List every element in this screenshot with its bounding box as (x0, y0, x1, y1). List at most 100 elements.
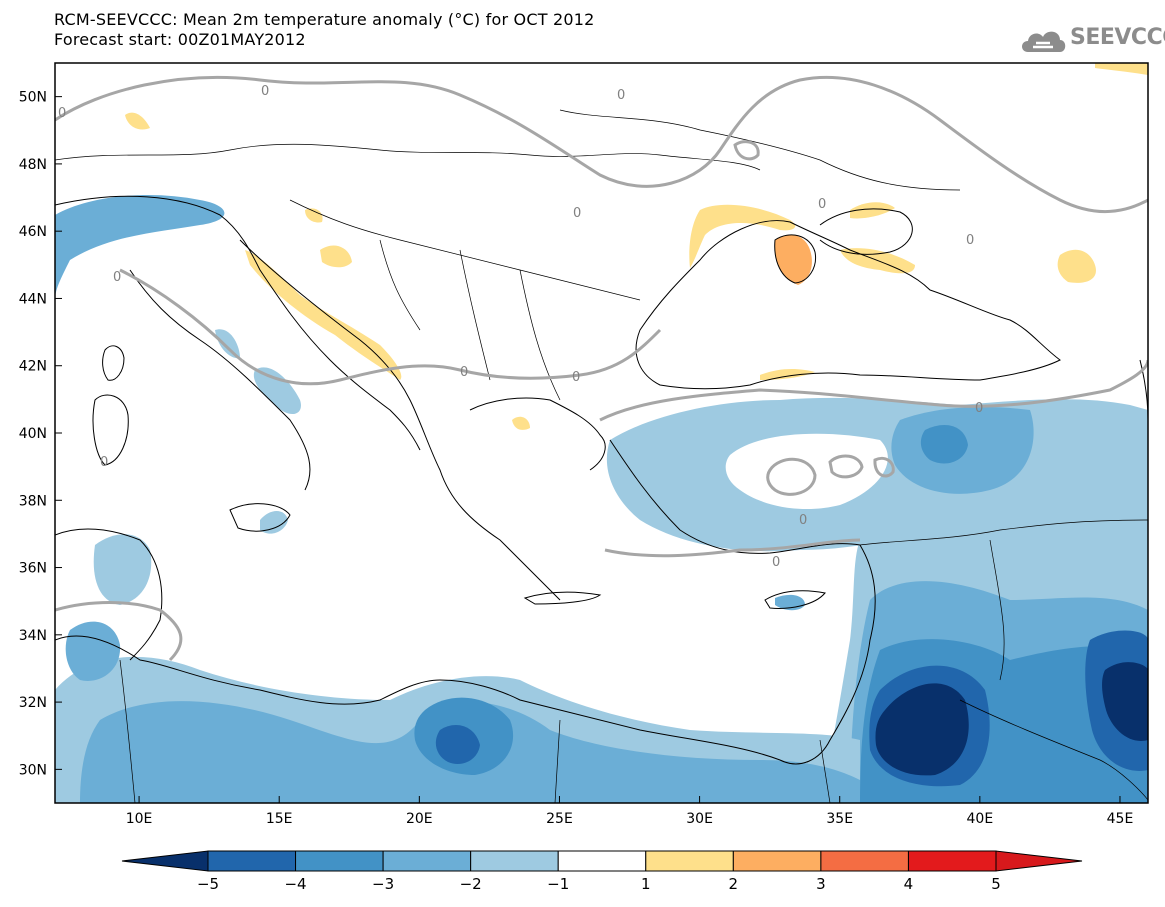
colorbar-arrow-low (121, 850, 209, 872)
anomaly-area-greece-north (512, 416, 530, 430)
contour-label: 0 (572, 370, 580, 385)
y-tick-label: 44N (19, 291, 47, 307)
contour-label: 0 (617, 88, 625, 103)
contour-label: 0 (573, 206, 581, 221)
coastline-crete (523, 591, 602, 605)
contour-label: 0 (975, 401, 983, 416)
forecast-start-label: Forecast start: 00Z01MAY2012 (54, 30, 306, 49)
zero-contour-loop-4 (733, 140, 760, 161)
anomaly-area-northeast-corner (1095, 63, 1148, 75)
y-tick-label: 40N (19, 426, 47, 442)
x-tick-label: 45E (1107, 811, 1134, 827)
y-tick-label: 42N (19, 359, 47, 375)
borders-balkans (289, 199, 641, 401)
x-tick-label: 40E (967, 811, 994, 827)
cloud-icon (1022, 31, 1066, 52)
colorbar-segment (820, 850, 909, 872)
anomaly-area-anatolia-east-core (920, 425, 968, 464)
y-tick-label: 34N (19, 628, 47, 644)
colorbar-label: −3 (372, 875, 394, 893)
coastline-balkans (239, 239, 561, 601)
anomaly-area-italy (253, 367, 301, 415)
colorbar-arrow-high (995, 850, 1083, 872)
colorbar: −5 −4 −3 −2 −1 1 2 3 4 5 (121, 850, 1083, 893)
coastline-black-sea (635, 220, 1061, 390)
contour-label: 0 (100, 455, 108, 470)
colorbar-label: 3 (816, 875, 826, 893)
anomaly-area-slovenia (305, 208, 323, 223)
colorbar-label: 2 (729, 875, 739, 893)
colorbar-label: −2 (460, 875, 482, 893)
contour-labels: 0 0 0 0 0 0 0 0 0 0 0 0 0 (58, 84, 983, 570)
contour-label: 0 (261, 84, 269, 99)
coastline-sicily (229, 503, 291, 532)
borders-north-africa (119, 659, 831, 803)
zero-contour-loop-1 (766, 457, 817, 496)
coastline-italy-adriatic (55, 195, 421, 451)
borders (55, 109, 1148, 803)
anomaly-fields (55, 63, 1148, 803)
colorbar-segment (645, 850, 734, 872)
colorbar-segment (907, 850, 997, 872)
y-axis: 50N 48N 46N 44N 42N 40N 38N 36N 34N 32N 30N (19, 90, 62, 778)
coastline-sardinia (92, 394, 129, 466)
colorbar-segment (470, 850, 559, 872)
coastline-azov (819, 208, 913, 255)
x-tick-label: 20E (406, 811, 433, 827)
borders-ukraine (559, 109, 961, 191)
anomaly-area-italy-2 (215, 329, 240, 359)
colorbar-segment (207, 850, 297, 872)
anomaly-area-turkey-coast (760, 368, 815, 380)
anomaly-area-russia-east (1057, 249, 1096, 283)
y-tick-label: 48N (19, 157, 47, 173)
coastline-north-africa (55, 635, 781, 761)
borders-central-europe (55, 143, 761, 171)
contour-label: 0 (799, 513, 807, 528)
zero-contour-africa (55, 601, 183, 662)
zero-contour-anatolia (599, 359, 1148, 422)
coastline-corsica (102, 345, 125, 381)
x-tick-label: 15E (266, 811, 293, 827)
coastline-greece-aegean (469, 397, 606, 471)
y-tick-label: 32N (19, 695, 47, 711)
contour-label: 0 (113, 270, 121, 285)
anomaly-area-crimea (775, 234, 812, 285)
anomaly-area-alps (55, 195, 225, 300)
coastline-cyprus (764, 590, 826, 609)
seevccc-logo: SEEVCCC (1018, 22, 1165, 58)
anomaly-area-jordan-core (875, 683, 969, 776)
zero-contour-loop-3 (873, 456, 895, 478)
coastline-italy-tyrrhenian (129, 269, 311, 491)
x-tick-label: 35E (826, 811, 853, 827)
logo-text: SEEVCCC (1070, 25, 1165, 50)
y-tick-label: 38N (19, 493, 47, 509)
anomaly-area-anatolia-white (725, 433, 888, 510)
coastline-anatolia-south (609, 439, 861, 554)
colorbar-label: 1 (641, 875, 651, 893)
y-tick-label: 36N (19, 561, 47, 577)
anomaly-area-croatia-inland (320, 245, 352, 268)
colorbar-label: 5 (991, 875, 1001, 893)
colorbar-label: 4 (904, 875, 914, 893)
coastline-crimea (774, 234, 817, 284)
map-title-block: RCM-SEEVCCC: Mean 2m temperature anomaly… (54, 10, 594, 50)
map-title: RCM-SEEVCCC: Mean 2m temperature anomaly… (54, 10, 595, 29)
y-tick-label: 46N (19, 224, 47, 240)
contour-label: 0 (460, 365, 468, 380)
x-tick-label: 30E (686, 811, 713, 827)
anomaly-area-azov-north (850, 202, 895, 219)
contour-label: 0 (966, 233, 974, 248)
y-tick-label: 50N (19, 90, 47, 106)
colorbar-segment (382, 850, 472, 872)
zero-contour-balkans (119, 268, 662, 386)
x-tick-label: 10E (126, 811, 153, 827)
zero-contour-loop-2 (828, 454, 864, 479)
x-tick-label: 25E (546, 811, 573, 827)
colorbar-label: −1 (547, 875, 569, 893)
x-axis: 10E 15E 20E 25E 30E 35E 40E 45E (126, 796, 1134, 827)
map-content: 0 0 0 0 0 0 0 0 0 0 0 0 0 (55, 63, 1148, 803)
borders-middle-east (859, 519, 1148, 801)
coastline-tunisia (55, 528, 163, 661)
colorbar-segment (295, 850, 384, 872)
